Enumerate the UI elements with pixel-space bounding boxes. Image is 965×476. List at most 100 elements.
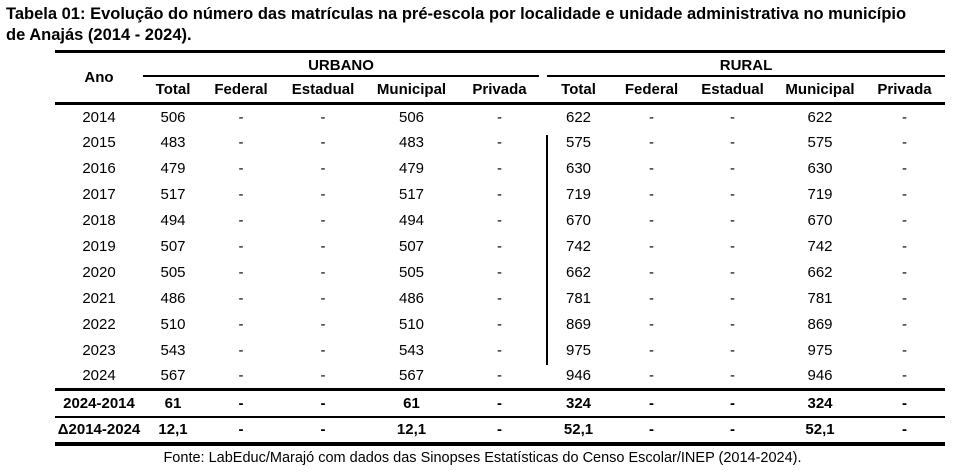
value-cell: - — [902, 108, 907, 126]
value-cell: - — [456, 388, 543, 418]
value-cell: - — [320, 316, 326, 333]
value-cell: 543 — [398, 342, 425, 359]
year-cell: 2021 — [82, 290, 116, 307]
year-cell: 2018 — [82, 212, 116, 229]
value-cell: - — [279, 416, 367, 446]
group-header-rural-label: RURAL — [547, 57, 946, 78]
value-cell: - — [649, 186, 654, 203]
value-cell: 781 — [807, 290, 833, 307]
col-header-rural-total: Total — [543, 77, 614, 105]
value-cell: 630 — [807, 160, 833, 177]
value-cell: 494 — [160, 212, 186, 229]
value-cell: - — [497, 367, 502, 385]
value-cell: 479 — [160, 160, 186, 177]
value-cell: - — [649, 290, 654, 307]
value-cell: - — [238, 316, 244, 333]
col-header-rural-privada: Privada — [864, 77, 946, 105]
value-cell: - — [614, 388, 689, 418]
value-cell: - — [497, 212, 502, 229]
value-cell: - — [649, 160, 654, 177]
value-cell: - — [320, 108, 326, 126]
value-cell: 505 — [160, 264, 186, 281]
value-cell: - — [320, 160, 326, 177]
year-cell: 2015 — [82, 134, 116, 151]
value-cell: - — [497, 316, 502, 333]
value-cell: 670 — [565, 212, 592, 229]
value-cell: - — [497, 108, 502, 126]
value-cell: 507 — [398, 238, 425, 255]
value-cell: 662 — [565, 264, 592, 281]
value-cell: - — [279, 388, 367, 418]
value-cell: - — [497, 186, 502, 203]
value-cell: - — [902, 160, 907, 177]
value-cell: - — [320, 342, 326, 359]
value-cell: - — [730, 290, 735, 307]
value-cell: 975 — [807, 342, 833, 359]
value-cell: - — [902, 186, 907, 203]
value-cell: - — [497, 264, 502, 281]
value-cell: - — [902, 342, 907, 359]
table-row: 2018 494 - - 494 - 670 - - 670 - — [55, 208, 945, 234]
value-cell: - — [320, 134, 326, 151]
col-header-urbano-federal: Federal — [203, 77, 279, 105]
group-header-rural: RURAL — [543, 52, 946, 78]
value-cell: - — [497, 290, 502, 307]
value-cell: - — [238, 212, 244, 229]
value-cell: - — [497, 160, 502, 177]
value-cell: 483 — [160, 134, 186, 151]
value-cell: 622 — [565, 108, 592, 126]
value-cell: - — [456, 416, 543, 446]
table-title-line2: de Anajás (2014 - 2024). — [6, 26, 192, 44]
col-header-ano: Ano — [55, 51, 143, 105]
col-header-urbano-estadual: Estadual — [279, 77, 367, 105]
subheader-row: Total Federal Estadual Municipal Privada… — [55, 77, 946, 105]
value-cell: 12,1 — [143, 416, 203, 446]
value-cell: - — [238, 290, 244, 307]
value-cell: - — [320, 212, 326, 229]
value-cell: 742 — [565, 238, 592, 255]
value-cell: - — [902, 367, 907, 385]
value-cell: 479 — [398, 160, 425, 177]
value-cell: - — [730, 160, 735, 177]
value-cell: - — [497, 238, 502, 255]
value-cell: - — [203, 388, 279, 418]
value-cell: 510 — [398, 316, 425, 333]
table-row: 2021 486 - - 486 - 781 - - 781 - — [55, 286, 945, 312]
value-cell: - — [689, 416, 776, 446]
value-cell: 946 — [565, 367, 592, 385]
value-cell: 567 — [398, 367, 425, 385]
value-cell: - — [902, 134, 907, 151]
value-cell: - — [203, 416, 279, 446]
value-cell: 517 — [398, 186, 425, 203]
value-cell: 946 — [807, 367, 833, 385]
value-cell: 324 — [543, 388, 614, 418]
value-cell: 742 — [807, 238, 833, 255]
value-cell: - — [730, 238, 735, 255]
vertical-divider-line — [546, 135, 548, 365]
value-cell: - — [649, 108, 654, 126]
value-cell: 52,1 — [543, 416, 614, 446]
value-cell: - — [238, 160, 244, 177]
value-cell: - — [902, 316, 907, 333]
value-cell: 543 — [160, 342, 186, 359]
value-cell: - — [614, 416, 689, 446]
summary-row-difference: 2024-2014 61 - - 61 - 324 - - 324 - — [55, 388, 946, 418]
value-cell: - — [902, 290, 907, 307]
value-cell: 567 — [160, 367, 186, 385]
table-row: 2016 479 - - 479 - 630 - - 630 - — [55, 156, 945, 182]
table-row: 2019 507 - - 507 - 742 - - 742 - — [55, 234, 945, 260]
year-cell: 2024 — [82, 367, 116, 385]
value-cell: - — [238, 186, 244, 203]
col-header-urbano-total: Total — [143, 77, 203, 105]
table-row: 2024 567 - - 567 - 946 - - 946 - — [55, 364, 945, 390]
value-cell: 630 — [565, 160, 592, 177]
group-header-urbano: URBANO — [143, 52, 543, 78]
value-cell: 61 — [143, 388, 203, 418]
value-cell: 483 — [398, 134, 425, 151]
summary-label: Δ2014-2024 — [55, 416, 143, 446]
value-cell: - — [730, 264, 735, 281]
table-row: 2014 506 - - 506 - 622 - - 622 - — [55, 104, 945, 130]
value-cell: - — [320, 238, 326, 255]
table-title-line1: Tabela 01: Evolução do número das matríc… — [6, 5, 907, 23]
